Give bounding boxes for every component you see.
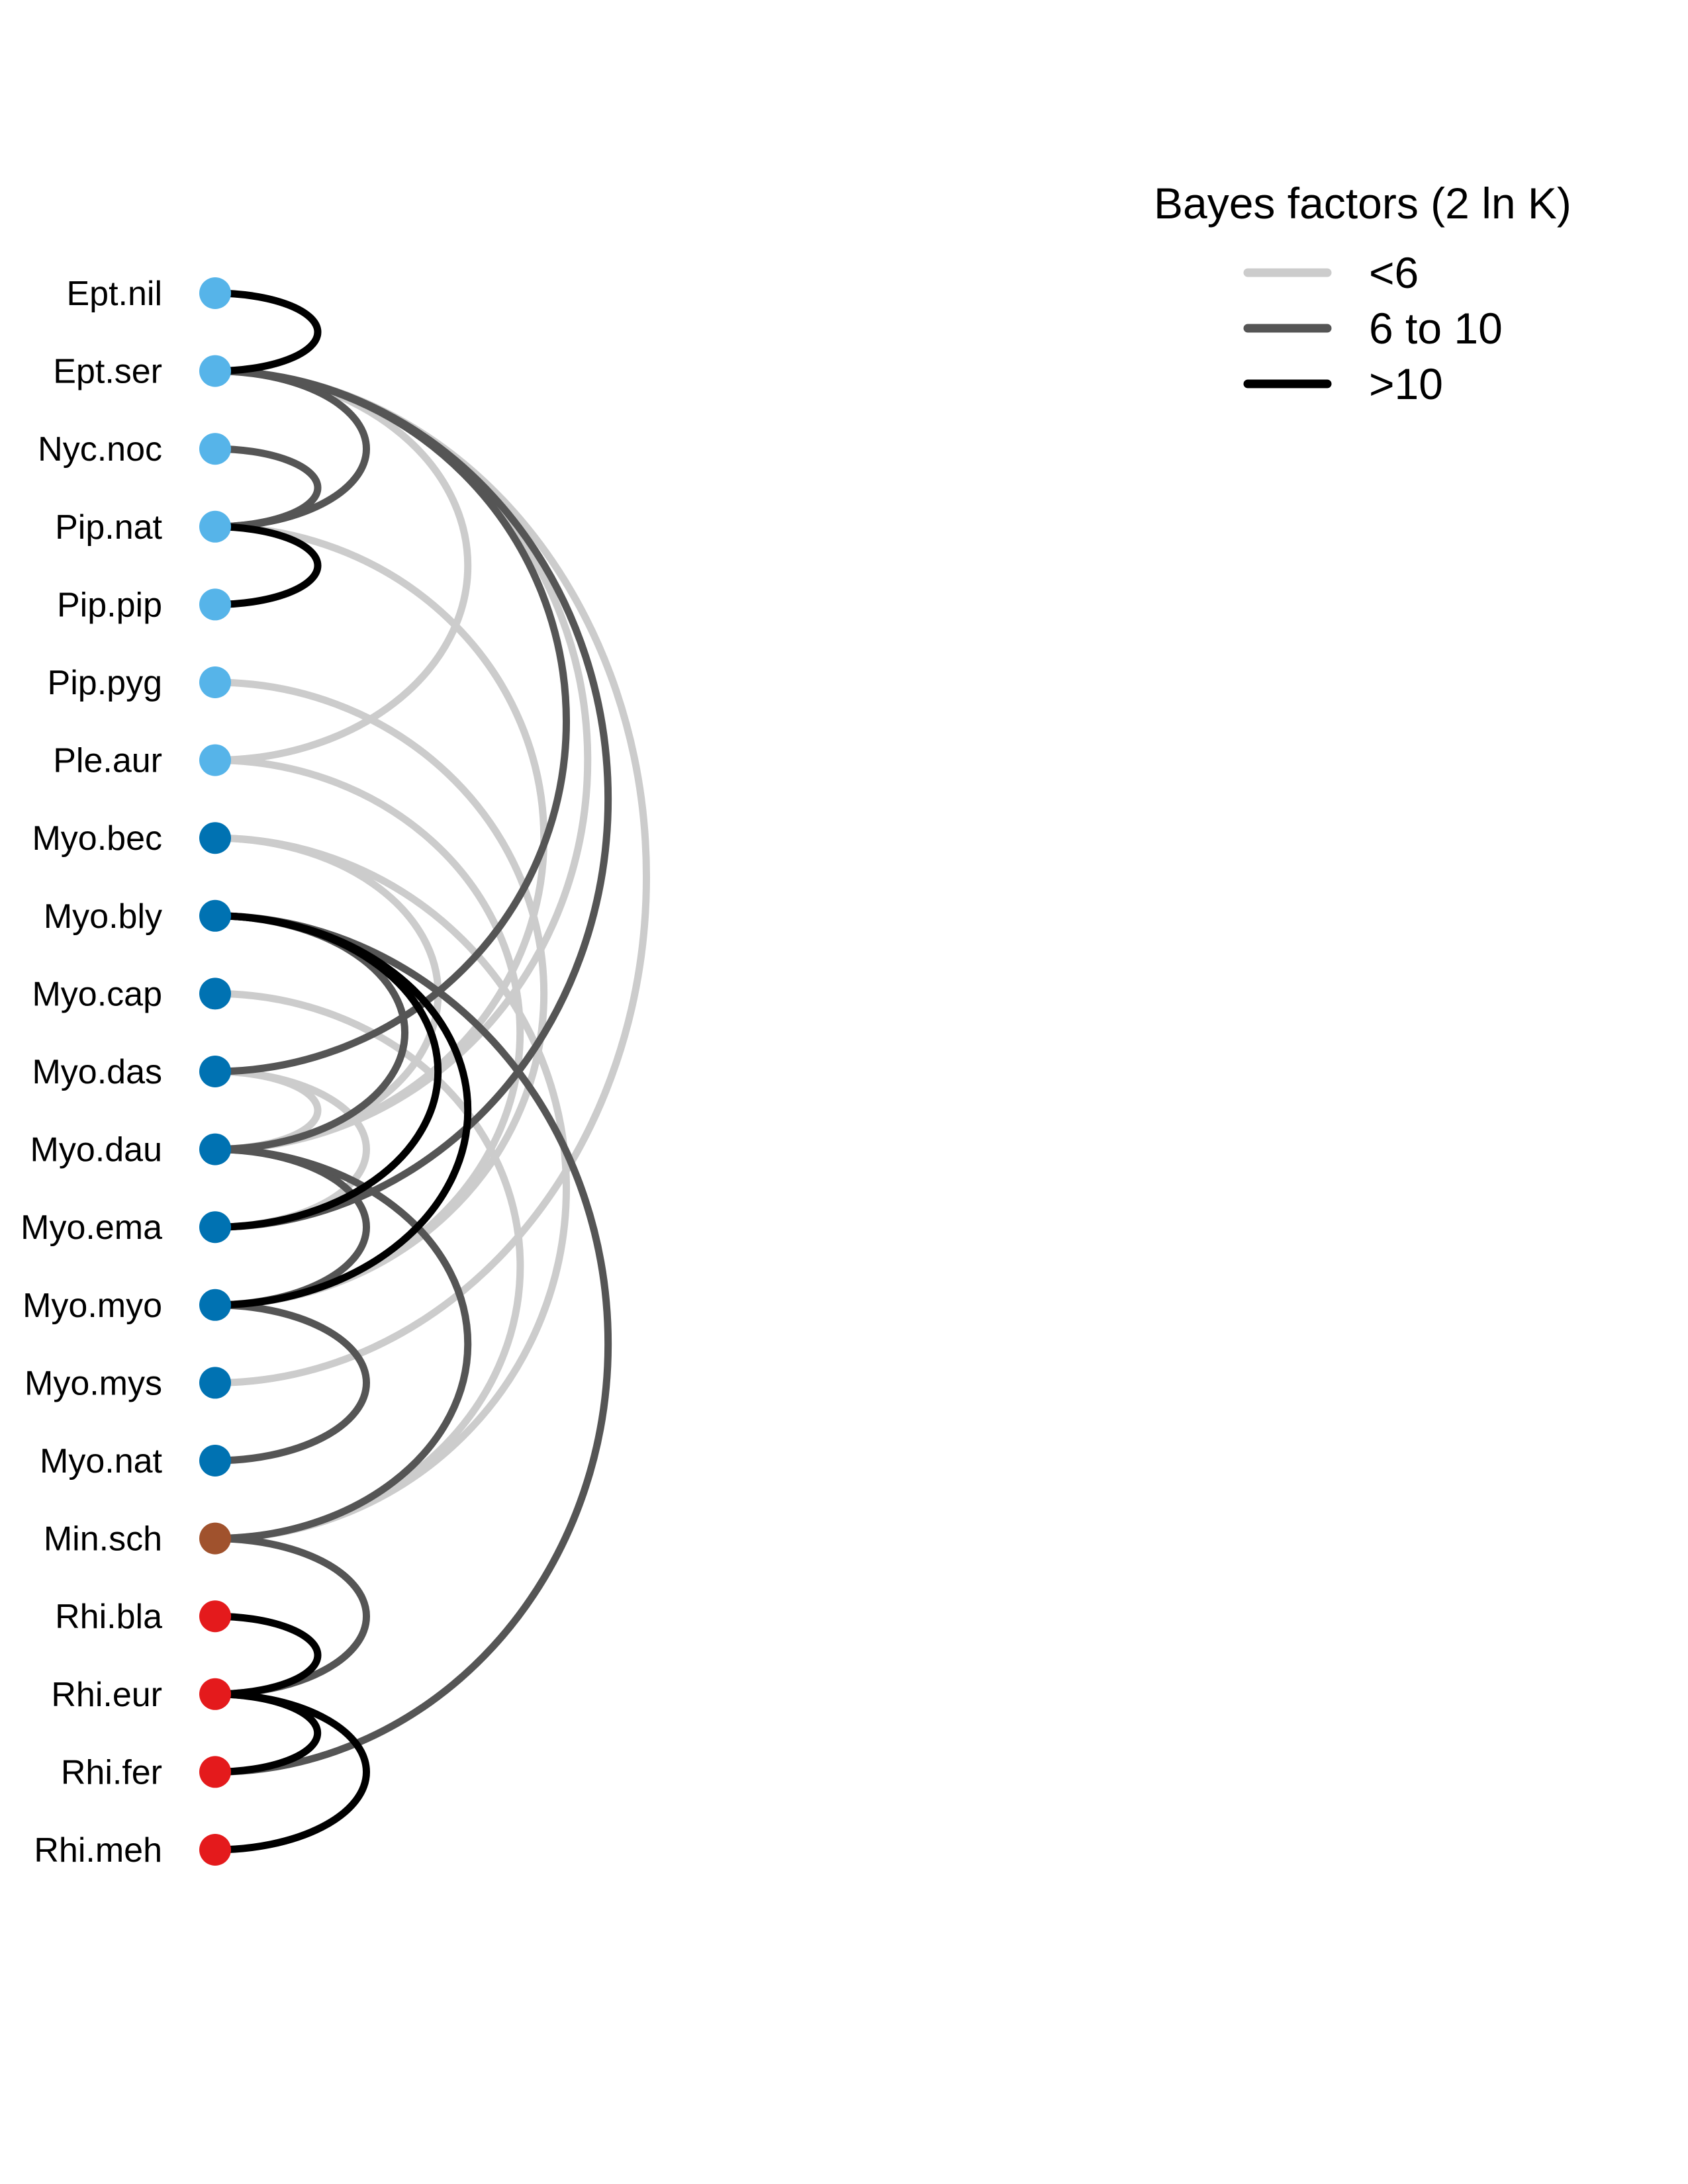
node-label-pip-nat: Pip.nat — [55, 508, 162, 547]
node-label-rhi-fer: Rhi.fer — [61, 1753, 162, 1792]
legend-label-high: >10 — [1369, 359, 1443, 408]
legend-label-low: <6 — [1369, 248, 1419, 297]
node-label-myo-myo: Myo.myo — [23, 1287, 162, 1325]
arc-rhi-eur-rhi-meh — [211, 1690, 370, 1854]
legend-title: Bayes factors (2 ln K) — [1154, 179, 1571, 228]
node-myo-bly — [199, 899, 231, 932]
node-label-myo-bly: Myo.bly — [44, 897, 162, 936]
node-label-myo-cap: Myo.cap — [32, 975, 162, 1013]
arcs-layer — [211, 289, 651, 1854]
node-myo-cap — [199, 978, 231, 1010]
node-rhi-bla — [199, 1600, 231, 1633]
node-label-min-sch: Min.sch — [44, 1520, 162, 1559]
node-ept-ser — [199, 355, 231, 387]
node-myo-nat — [199, 1445, 231, 1477]
node-myo-myo — [199, 1289, 231, 1321]
node-pip-nat — [199, 510, 231, 543]
arc-ept-ser-myo-ema — [211, 367, 612, 1231]
node-label-myo-mys: Myo.mys — [24, 1364, 162, 1402]
node-label-rhi-meh: Rhi.meh — [34, 1831, 162, 1870]
node-label-myo-das: Myo.das — [32, 1053, 162, 1091]
node-nyc-noc — [199, 433, 231, 465]
node-ple-aur — [199, 744, 231, 776]
node-label-rhi-eur: Rhi.eur — [51, 1676, 162, 1714]
node-label-pip-pip: Pip.pip — [57, 586, 162, 624]
node-pip-pip — [199, 588, 231, 621]
node-min-sch — [199, 1522, 231, 1555]
node-myo-dau — [199, 1133, 231, 1165]
node-label-ept-nil: Ept.nil — [66, 275, 162, 313]
legend-label-mid: 6 to 10 — [1369, 304, 1503, 353]
node-label-rhi-bla: Rhi.bla — [55, 1598, 162, 1636]
arc-rhi-bla-rhi-eur — [211, 1612, 322, 1698]
node-label-ept-ser: Ept.ser — [53, 353, 162, 391]
node-label-myo-dau: Myo.dau — [30, 1131, 162, 1169]
arc-pip-nat-pip-pip — [211, 523, 322, 608]
node-rhi-eur — [199, 1678, 231, 1710]
arc-myo-bec-min-sch — [211, 834, 570, 1543]
node-label-ple-aur: Ple.aur — [53, 742, 162, 780]
node-myo-ema — [199, 1211, 231, 1244]
node-label-nyc-noc: Nyc.noc — [38, 430, 162, 469]
arc-myo-bly-rhi-fer — [211, 912, 612, 1776]
node-rhi-fer — [199, 1756, 231, 1788]
node-myo-mys — [199, 1367, 231, 1399]
node-label-myo-nat: Myo.nat — [40, 1442, 163, 1480]
node-pip-pyg — [199, 666, 231, 698]
arc-ept-ser-ple-aur — [211, 367, 472, 764]
node-ept-nil — [199, 277, 231, 309]
nodes-layer: Ept.nil Ept.ser Nyc.noc Pip.nat Pip.pip Pip.p… — [21, 275, 231, 1870]
node-myo-das — [199, 1056, 231, 1087]
node-myo-bec — [199, 822, 231, 854]
arc-myo-dau-min-sch — [211, 1146, 472, 1543]
arc-myo-myo-myo-nat — [211, 1301, 370, 1465]
arc-nyc-noc-pip-nat — [211, 445, 322, 531]
legend: Bayes factors (2 ln K) <6 6 to 10 >10 — [1154, 179, 1571, 408]
arc-ept-nil-ept-ser — [211, 289, 322, 375]
legend-items: <6 6 to 10 >10 — [1243, 248, 1503, 408]
node-rhi-meh — [199, 1834, 231, 1866]
node-label-myo-ema: Myo.ema — [21, 1208, 162, 1247]
arc-myo-bly-myo-myo — [211, 912, 472, 1309]
node-label-pip-pyg: Pip.pyg — [48, 664, 162, 702]
node-label-myo-bec: Myo.bec — [32, 819, 162, 858]
